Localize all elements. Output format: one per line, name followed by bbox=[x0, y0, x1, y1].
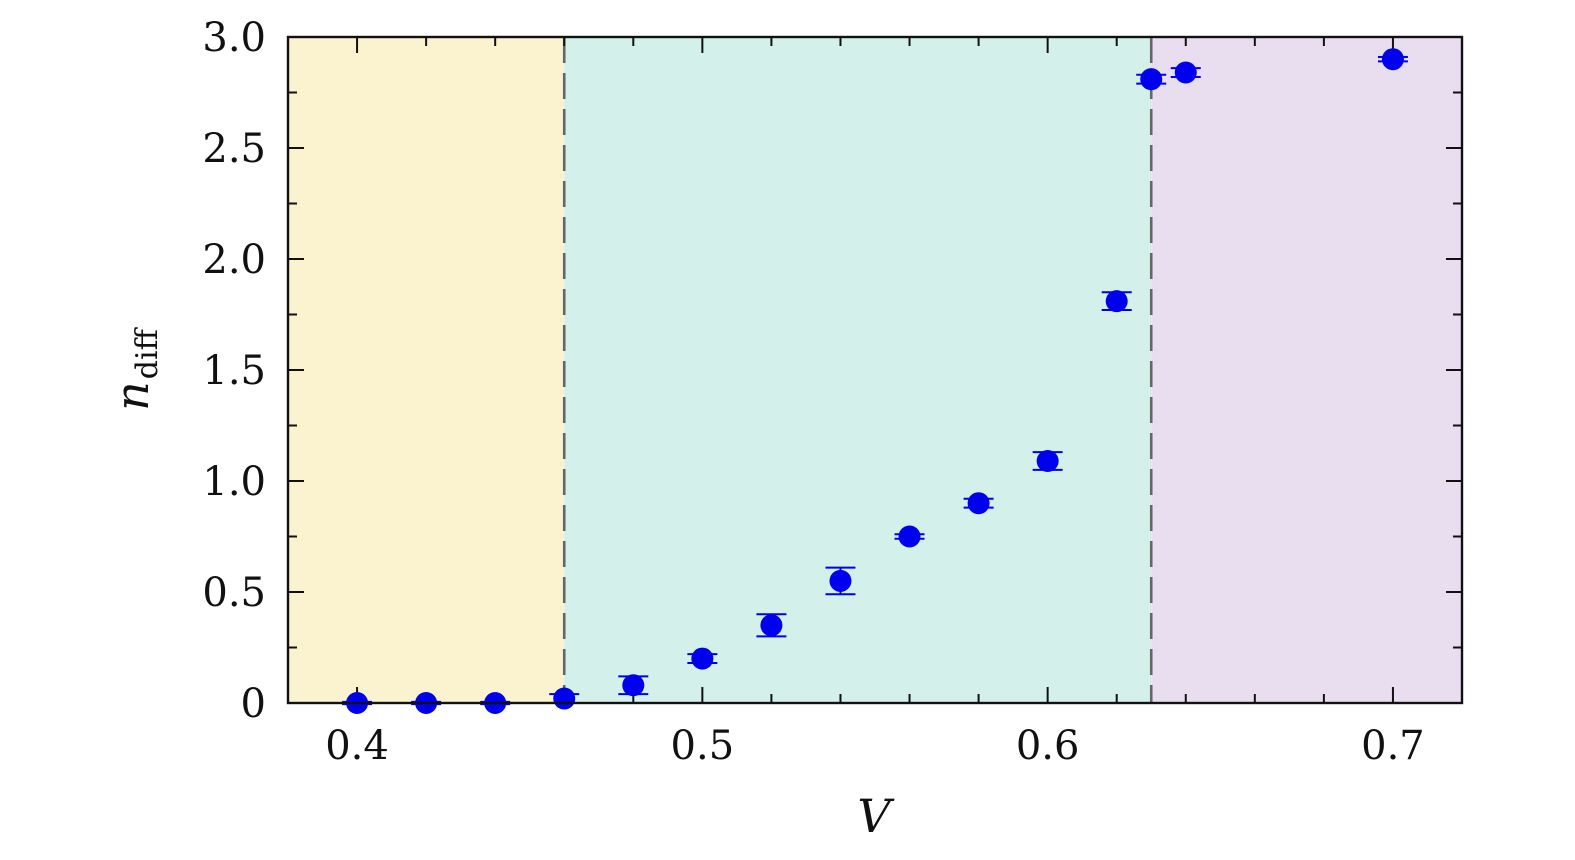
data-point bbox=[687, 647, 718, 670]
y-axis-label-base: n bbox=[105, 381, 159, 411]
data-marker bbox=[898, 525, 921, 548]
data-marker bbox=[1105, 290, 1128, 313]
phase-region-2 bbox=[564, 37, 1152, 703]
data-marker bbox=[1140, 68, 1163, 91]
y-tick-label: 1.0 bbox=[202, 459, 266, 505]
data-point bbox=[756, 613, 787, 638]
tick-labels: 0.4 0.5 0.6 0.7 0 0.5 1.0 1.5 2.0 2.5 3.0 bbox=[202, 15, 1424, 769]
data-series bbox=[342, 48, 1408, 714]
data-point bbox=[1032, 450, 1063, 473]
data-marker bbox=[760, 614, 783, 637]
plot-frame bbox=[286, 35, 1464, 705]
data-point bbox=[1170, 61, 1201, 84]
y-axis-label: ndiff bbox=[105, 326, 165, 410]
data-point bbox=[894, 525, 925, 548]
y-tick-label: 2.0 bbox=[202, 237, 266, 283]
data-point bbox=[1377, 48, 1408, 71]
phase-boundaries bbox=[562, 37, 1153, 703]
phase-region-1 bbox=[288, 37, 565, 703]
y-tick-label: 1.5 bbox=[202, 348, 266, 394]
y-tick-label: 0.5 bbox=[202, 570, 266, 616]
phase-region-3 bbox=[1151, 37, 1462, 703]
x-axis-label: V bbox=[857, 789, 895, 843]
data-marker bbox=[622, 674, 645, 697]
y-tick-label: 3.0 bbox=[202, 15, 266, 61]
data-point bbox=[1136, 68, 1167, 91]
x-tick-label: 0.4 bbox=[325, 723, 389, 769]
y-axis-label-subscript: diff bbox=[130, 326, 165, 379]
x-tick-label: 0.7 bbox=[1361, 723, 1425, 769]
y-tick-label: 0 bbox=[241, 681, 266, 727]
data-marker bbox=[691, 647, 714, 670]
data-marker bbox=[967, 492, 990, 515]
data-point bbox=[963, 492, 994, 515]
phase-regions bbox=[288, 37, 1462, 703]
data-point bbox=[1101, 290, 1132, 313]
x-tick-label: 0.6 bbox=[1016, 723, 1080, 769]
y-tick-label: 2.5 bbox=[202, 126, 266, 172]
data-marker bbox=[1174, 61, 1197, 84]
data-marker bbox=[1381, 48, 1404, 71]
data-marker bbox=[1036, 450, 1059, 473]
data-marker bbox=[829, 569, 852, 592]
data-point bbox=[825, 566, 856, 596]
data-marker bbox=[553, 687, 576, 710]
data-point bbox=[618, 674, 649, 697]
x-tick-label: 0.5 bbox=[671, 723, 735, 769]
